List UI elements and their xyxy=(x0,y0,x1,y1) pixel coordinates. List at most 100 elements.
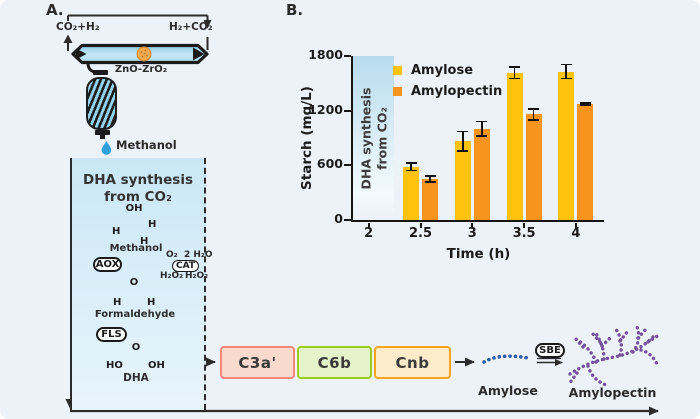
catalyst-ball xyxy=(136,46,152,62)
h2o2-out-label: H₂O₂ xyxy=(185,271,209,281)
plot-area: DHA synthesis from CO₂ Time (h) 0 600 1200… xyxy=(308,47,604,262)
gene-box-cnb: Cnb xyxy=(374,346,451,379)
gene-label: C6b xyxy=(317,353,352,372)
x-tick xyxy=(523,222,526,228)
formaldehyde-h-left: H xyxy=(113,297,122,308)
legend-swatch xyxy=(393,66,402,75)
amylose-label: Amylose xyxy=(478,383,538,398)
bar-amylose-3.5 xyxy=(506,72,523,220)
band-label-line2: from CO₂ xyxy=(373,106,389,170)
x-tick-label: 2.5 xyxy=(408,226,433,241)
x-tick-label: 3 xyxy=(467,226,477,241)
formaldehyde-o: O xyxy=(129,277,139,288)
gene-box-c6b: C6b xyxy=(297,346,372,379)
arrow-up-icon xyxy=(63,34,73,43)
bar-amylopectin-3.5 xyxy=(525,114,542,220)
errorbar-amylose-3.5 xyxy=(509,66,521,80)
inlet-gas-label: CO₂+H₂ xyxy=(56,21,100,33)
y-tick xyxy=(344,109,351,112)
methanol-oh: OH xyxy=(125,203,143,214)
methanol-h-bottom: H xyxy=(140,236,149,247)
droplet-icon xyxy=(101,141,112,155)
dha-synthesis-box xyxy=(70,158,206,410)
dha-o: O xyxy=(131,342,141,353)
fls-enzyme-pill: FLS xyxy=(96,327,127,342)
condenser-coil xyxy=(86,77,117,130)
box-title-line1: DHA synthesis xyxy=(82,172,194,188)
gene-label: Cnb xyxy=(395,353,430,372)
y-tick xyxy=(344,219,351,221)
dha-oh: OH xyxy=(148,360,165,371)
recycle-loop xyxy=(67,14,209,51)
legend-item-amylose: Amylose xyxy=(393,63,502,78)
panel-b-label: B. xyxy=(286,1,304,19)
band-label-line1: DHA synthesis xyxy=(357,87,373,189)
sbe-enzyme-pill: SBE xyxy=(535,343,565,358)
catalyst-label: ZnO-ZrO₂ xyxy=(114,64,168,75)
errorbar-amylopectin-2.5 xyxy=(424,174,436,184)
dha-phase-band-label: DHA synthesis from CO₂ xyxy=(353,56,394,220)
methanol-struct-label: Methanol xyxy=(109,243,163,254)
y-tick-label: 600 xyxy=(316,156,343,172)
x-tick-label: 2 xyxy=(364,226,374,241)
o2-label: O₂ xyxy=(166,250,178,260)
dha-struct-label: DHA xyxy=(123,372,149,384)
y-tick-label: 1200 xyxy=(308,101,343,117)
x-tick xyxy=(367,222,370,228)
legend-swatch xyxy=(393,87,402,96)
flow-chevron-icon xyxy=(76,48,87,60)
errorbar-amylopectin-3.5 xyxy=(528,107,540,121)
gene-box-c3a: C3a' xyxy=(220,346,295,379)
x-tick-label: 3.5 xyxy=(512,226,536,241)
errorbar-amylose-2.5 xyxy=(405,162,417,172)
bar-amylose-4 xyxy=(558,71,575,220)
errorbar-amylose-4 xyxy=(560,63,572,80)
errorbar-amylose-3 xyxy=(457,130,469,152)
x-axis-title: Time (h) xyxy=(446,246,511,262)
h2o2-in-label: H₂O₂ xyxy=(160,271,184,281)
amylopectin-tree xyxy=(567,325,661,387)
aox-enzyme-pill: AOX xyxy=(93,257,122,272)
y-axis-title: Starch (mg/L) xyxy=(299,86,315,190)
box-title-line2: from CO₂ xyxy=(104,189,172,205)
flow-arrow-icon xyxy=(193,47,205,61)
bar-amylopectin-2.5 xyxy=(422,179,438,220)
panel-a-label: A. xyxy=(46,1,64,19)
amylopectin-label: Amylopectin xyxy=(568,385,657,400)
flange-top xyxy=(93,70,108,75)
flange-bottom xyxy=(95,130,110,135)
bar-amylopectin-3 xyxy=(473,128,490,220)
x-tick-label: 4 xyxy=(571,226,581,241)
y-tick xyxy=(344,55,351,57)
methanol-h-left: H xyxy=(112,226,121,237)
dha-phase-band: DHA synthesis from CO₂ xyxy=(353,56,394,220)
x-tick xyxy=(574,222,577,228)
dha-ho: HO xyxy=(106,360,123,371)
arrow-down-icon xyxy=(203,20,212,29)
bar-amylopectin-4 xyxy=(577,104,594,220)
gene-label: C3a' xyxy=(238,353,277,372)
legend-item-amylopectin: Amylopectin xyxy=(393,84,502,99)
chart-legend: Amylose Amylopectin xyxy=(393,63,502,105)
methanol-drip-label: Methanol xyxy=(116,138,177,152)
x-tick xyxy=(471,222,474,228)
x-tick xyxy=(419,222,422,228)
flange-stub xyxy=(100,135,105,139)
cat-enzyme-pill: CAT xyxy=(172,259,199,272)
amylose-chain xyxy=(482,354,533,364)
formaldehyde-struct-label: Formaldehyde xyxy=(94,309,176,320)
y-tick-label: 0 xyxy=(334,211,343,226)
errorbar-amylopectin-3 xyxy=(476,120,488,138)
bar-amylose-3 xyxy=(454,141,471,220)
errorbar-amylopectin-4 xyxy=(579,102,591,107)
y-tick-label: 1800 xyxy=(308,47,343,62)
y-tick xyxy=(344,164,351,167)
formaldehyde-h-right: H xyxy=(147,297,156,308)
legend-label: Amylose xyxy=(411,63,474,78)
methanol-h-right: H xyxy=(148,219,157,230)
outlet-gas-label: H₂+CO₂ xyxy=(169,21,213,33)
legend-label: Amylopectin xyxy=(411,84,503,99)
water-label: 2 H₂O xyxy=(184,250,213,260)
bar-amylose-2.5 xyxy=(403,166,419,220)
